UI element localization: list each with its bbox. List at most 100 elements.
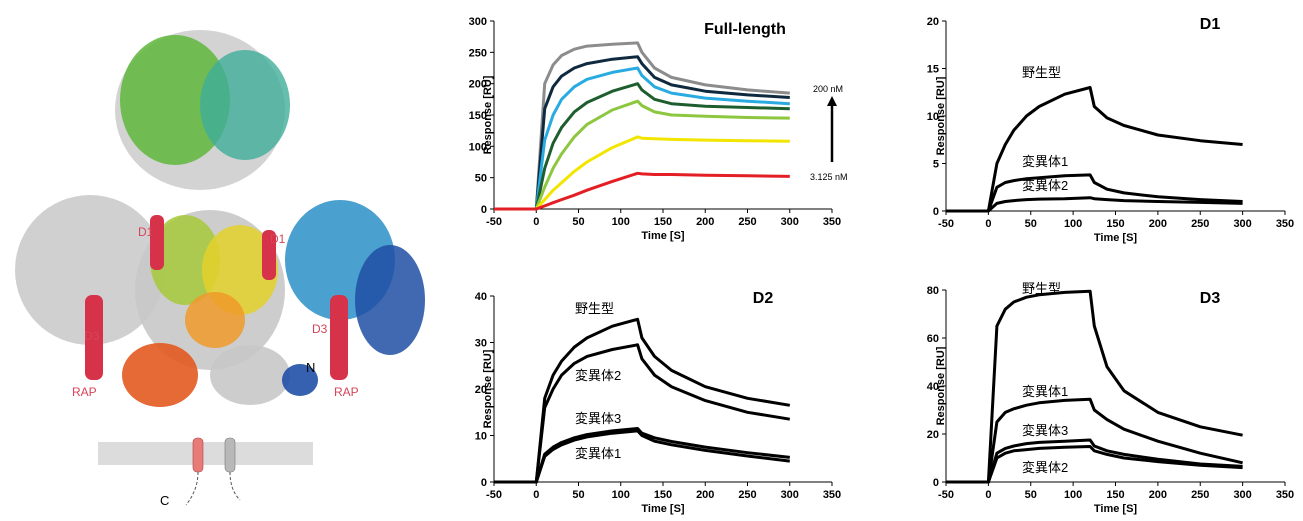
x-tick-label: 50: [1025, 489, 1037, 501]
x-tick-label: -50: [938, 489, 954, 501]
x-tick-label: 250: [738, 216, 756, 228]
series-line: [946, 445, 1243, 484]
structure-label: D1: [138, 225, 154, 239]
y-axis-label: Response [RU]: [482, 349, 494, 428]
series-label: 野生型: [1022, 281, 1061, 296]
y-tick-label: 15: [927, 64, 939, 76]
y-tick-label: 30: [475, 338, 487, 350]
structure-label: D3: [312, 322, 328, 336]
series-line: [494, 343, 791, 484]
series-line: [946, 173, 1243, 213]
y-tick-label: 20: [927, 429, 939, 441]
series-line: [946, 438, 1243, 484]
y-axis-label: Response [RU]: [935, 346, 947, 425]
y-axis-label: Response [RU]: [935, 76, 947, 155]
series-line: [494, 135, 790, 211]
series-line: [946, 397, 1243, 484]
y-tick-label: 40: [927, 381, 939, 393]
x-axis-label: Time [S]: [1094, 503, 1138, 515]
x-axis-label: Time [S]: [641, 503, 685, 515]
series-label: 変異体3: [575, 411, 621, 426]
x-tick-label: 200: [696, 216, 714, 228]
y-tick-label: 10: [475, 431, 487, 443]
structure-label: C: [160, 493, 169, 508]
annotation: 3.125 nM: [810, 172, 848, 182]
x-tick-label: 250: [738, 489, 756, 501]
series-line: [494, 429, 790, 484]
series-line: [494, 171, 790, 211]
x-tick-label: 50: [572, 489, 584, 501]
y-tick-label: 60: [927, 333, 939, 345]
series-line: [494, 99, 790, 211]
x-tick-label: 0: [533, 216, 539, 228]
x-tick-label: 150: [1106, 218, 1124, 230]
x-tick-label: 0: [985, 489, 991, 501]
series-line: [946, 86, 1243, 213]
series-line: [946, 289, 1243, 484]
concentration-arrow: [827, 96, 837, 162]
x-tick-label: 150: [654, 216, 672, 228]
x-tick-label: 200: [1149, 489, 1167, 501]
y-tick-label: 5: [933, 159, 939, 171]
y-tick-label: 300: [469, 16, 487, 28]
series-line: [494, 55, 790, 211]
x-tick-label: 250: [1191, 218, 1209, 230]
protein-structure: [15, 30, 425, 506]
x-tick-label: -50: [938, 218, 954, 230]
x-tick-label: 200: [696, 489, 714, 501]
y-tick-label: 0: [481, 477, 487, 489]
x-tick-label: 350: [1276, 489, 1294, 501]
y-tick-label: 150: [469, 110, 487, 122]
x-tick-label: 0: [985, 218, 991, 230]
series-line: [494, 317, 791, 484]
chart-title: D3: [1200, 290, 1221, 307]
series-label: 野生型: [1022, 65, 1061, 80]
structure-label: RAP: [72, 385, 97, 399]
x-tick-label: 150: [654, 489, 672, 501]
series-label: 変異体2: [1022, 460, 1068, 475]
x-tick-label: 300: [781, 216, 799, 228]
y-tick-label: 40: [475, 291, 487, 303]
y-tick-label: 250: [469, 47, 487, 59]
series-label: 変異体1: [575, 446, 621, 461]
x-tick-label: 350: [1276, 218, 1294, 230]
series-label: 変異体2: [575, 368, 621, 383]
x-tick-label: 200: [1149, 218, 1167, 230]
series-line: [494, 82, 790, 211]
x-tick-label: 300: [1233, 489, 1251, 501]
x-tick-label: 300: [781, 489, 799, 501]
series-line: [494, 41, 790, 211]
x-tick-label: 100: [612, 216, 630, 228]
x-axis-label: Time [S]: [641, 230, 685, 242]
series-label: 変異体1: [1022, 384, 1068, 399]
x-tick-label: 0: [533, 489, 539, 501]
chart-title: Full-length: [704, 21, 786, 38]
x-tick-label: -50: [486, 489, 502, 501]
x-axis-label: Time [S]: [1094, 232, 1138, 244]
y-axis-label: Response [RU]: [482, 75, 494, 154]
structure-label: D1: [270, 232, 286, 246]
series-line: [494, 427, 790, 484]
x-tick-label: 100: [1064, 489, 1082, 501]
y-tick-label: 20: [475, 384, 487, 396]
y-tick-label: 0: [481, 204, 487, 216]
structure-label: D3: [84, 329, 100, 343]
y-tick-label: 200: [469, 79, 487, 91]
x-tick-label: 350: [823, 216, 841, 228]
structure-label: N: [306, 360, 315, 375]
y-tick-label: 100: [469, 141, 487, 153]
y-tick-label: 50: [475, 173, 487, 185]
y-tick-label: 0: [933, 206, 939, 218]
y-tick-label: 80: [927, 285, 939, 297]
y-tick-label: 0: [933, 477, 939, 489]
series-line: [946, 196, 1243, 213]
y-tick-label: 10: [927, 111, 939, 123]
y-tick-label: 20: [927, 16, 939, 28]
structure-label: RAP: [334, 385, 359, 399]
x-tick-label: 350: [823, 489, 841, 501]
x-tick-label: 50: [1025, 218, 1037, 230]
x-tick-label: 300: [1233, 218, 1251, 230]
x-tick-label: 100: [1064, 218, 1082, 230]
x-tick-label: 100: [612, 489, 630, 501]
